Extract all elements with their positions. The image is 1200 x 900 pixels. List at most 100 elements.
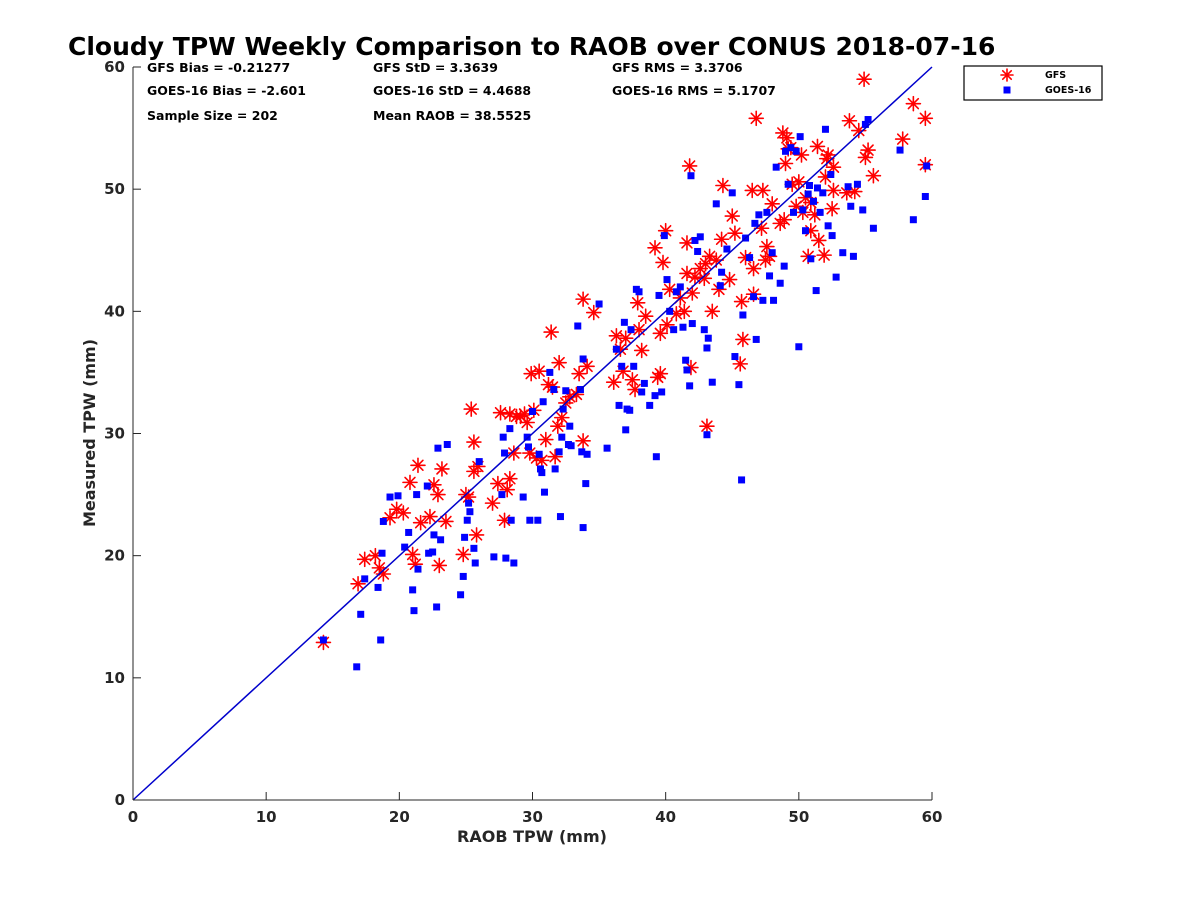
goes-16-point [525, 443, 533, 451]
goes-16-point [627, 326, 635, 334]
goes-16-point [651, 392, 659, 400]
goes-16-point [716, 282, 724, 290]
goes-16-point [535, 450, 543, 458]
goes-16-point [620, 318, 628, 326]
goes-16-point [776, 279, 784, 287]
gfs-point [841, 112, 858, 129]
goes-16-point [782, 147, 790, 155]
goes-16-point [735, 381, 743, 389]
stats-block: GFS Bias = -0.21277 GFS StD = 3.3639 GFS… [147, 60, 776, 123]
goes-16-point [638, 388, 646, 396]
goes-16-point [847, 202, 855, 210]
goes-16-point [562, 387, 570, 395]
goes-16-point [687, 172, 695, 180]
gfs-point [633, 342, 650, 359]
goes-16-point [718, 268, 726, 276]
goes-16-point [615, 401, 623, 409]
goes-16-point [423, 482, 431, 490]
gfs-point [733, 293, 750, 310]
goes-16-point [430, 531, 438, 539]
gfs-point [468, 527, 485, 543]
goes-16-point [723, 245, 731, 253]
goes-16-point [567, 442, 575, 450]
gfs-point [402, 474, 418, 491]
goes-16-point [413, 491, 421, 499]
goes-16-point [379, 517, 387, 525]
stat-gfs-std: GFS StD = 3.3639 [373, 60, 498, 75]
goes-16-point [499, 433, 507, 441]
goes-16-point [738, 476, 746, 484]
goes-16-point [501, 449, 509, 457]
goes-16-point [582, 480, 590, 488]
goes-16-point [536, 465, 544, 473]
gfs-point [629, 294, 646, 311]
legend-label-goes: GOES-16 [1045, 85, 1092, 96]
gfs-point [704, 303, 721, 320]
x-tick-label: 40 [655, 808, 676, 826]
gfs-point [637, 308, 654, 325]
goes-16-point [688, 320, 696, 328]
gfs-point [466, 434, 482, 450]
goes-16-point [540, 488, 548, 496]
goes-16-point [475, 458, 483, 466]
series-gfs [315, 71, 934, 651]
stat-gfs-rms: GFS RMS = 3.3706 [612, 60, 743, 75]
gfs-point [617, 330, 634, 347]
goes-16-point [434, 444, 442, 452]
gfs-point [551, 354, 567, 371]
goes-16-point [579, 524, 587, 532]
y-axis-label: Measured TPW (mm) [80, 339, 99, 527]
goes-16-point [796, 133, 804, 141]
goes-16-point [425, 549, 433, 557]
gfs-point [585, 304, 602, 321]
goes-16-point [755, 211, 763, 219]
gfs-point [605, 374, 622, 390]
y-tick-label: 60 [104, 58, 125, 76]
y-tick-label: 10 [104, 669, 125, 687]
gfs-point [727, 225, 743, 241]
goes-16-point [507, 516, 515, 524]
goes-16-point [844, 183, 852, 191]
goes-16-point [909, 216, 917, 224]
gfs-point [755, 182, 771, 199]
stat-goes-bias: GOES-16 Bias = -2.601 [147, 83, 306, 98]
y-tick-label: 0 [115, 791, 125, 809]
goes-16-point [772, 163, 780, 171]
gfs-point [410, 457, 426, 474]
goes-16-point [652, 453, 660, 461]
goes-16-point [676, 283, 684, 291]
goes-16-point [780, 262, 788, 270]
gfs-point [811, 232, 827, 249]
goes-16-point [443, 440, 451, 448]
goes-16-point [921, 192, 929, 200]
goes-16-point [414, 565, 422, 573]
gfs-point [724, 208, 741, 224]
goes-16-point [506, 425, 514, 433]
y-axis: 0 10 20 30 40 50 60 [104, 58, 141, 809]
goes-16-point [394, 492, 402, 500]
goes-16-point [405, 528, 413, 536]
goes-16-point [579, 355, 587, 363]
goes-16-point [896, 146, 904, 154]
goes-16-point [538, 469, 546, 477]
gfs-point [713, 231, 730, 248]
gfs-point [735, 331, 751, 348]
gfs-point [745, 260, 762, 277]
goes-16-point [821, 125, 829, 133]
x-tick-label: 20 [389, 808, 410, 826]
goes-16-point [466, 508, 474, 516]
goes-16-point [799, 206, 807, 214]
plot-area [132, 66, 934, 801]
goes-16-point [519, 493, 527, 501]
gfs-point [681, 158, 698, 174]
gfs-point [809, 138, 826, 155]
goes-16-point [539, 398, 547, 406]
goes-16-point [795, 343, 803, 351]
goes-16-point [770, 296, 778, 304]
goes-16-point [660, 232, 668, 240]
goes-16-point [703, 431, 711, 439]
goes-16-point [658, 388, 666, 396]
gfs-point [699, 418, 715, 434]
gfs-point [824, 200, 840, 217]
legend: GFS GOES-16 [963, 65, 1103, 101]
